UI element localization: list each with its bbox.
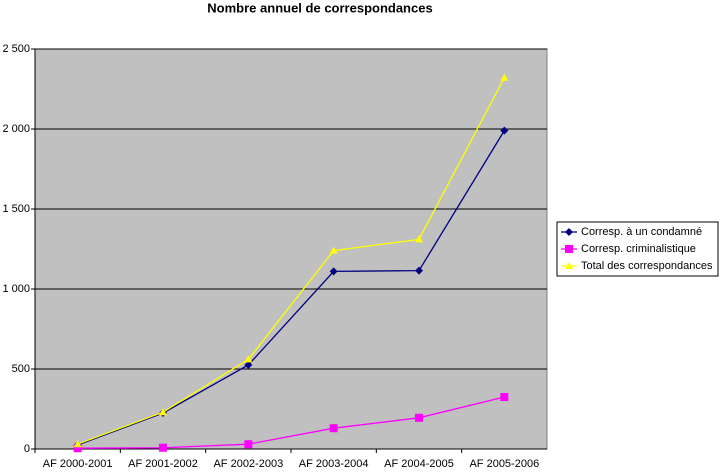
plot-area xyxy=(34,48,548,450)
series-line xyxy=(77,396,505,449)
data-point xyxy=(329,424,338,433)
chart-title: Nombre annuel de correspondances xyxy=(207,0,432,15)
series-line xyxy=(77,77,505,445)
data-point xyxy=(159,408,167,416)
data-point xyxy=(244,361,253,369)
y-tick-label: 1 500 xyxy=(2,203,30,215)
x-tick-label: AF 2001-2002 xyxy=(128,458,198,470)
x-tick-label: AF 2000-2001 xyxy=(43,458,113,470)
y-tick-label: 2 000 xyxy=(2,123,30,135)
legend-marker xyxy=(565,262,573,269)
y-tick-label: 0 xyxy=(24,443,30,455)
data-point xyxy=(159,443,167,452)
data-point xyxy=(73,440,82,448)
legend-label: Corresp. criminalistique xyxy=(581,243,696,255)
series-line xyxy=(77,130,505,446)
legend-label: Corresp. à un condamné xyxy=(581,226,702,238)
data-point xyxy=(73,444,82,453)
data-point xyxy=(244,440,253,449)
y-tick-label: 2 500 xyxy=(2,43,30,55)
x-tick-label: AF 2002-2003 xyxy=(213,458,283,470)
data-point xyxy=(500,73,509,81)
data-point xyxy=(329,267,338,276)
x-tick-label: AF 2003-2004 xyxy=(299,458,369,470)
y-tick-label: 1 000 xyxy=(2,283,30,295)
legend-marker xyxy=(565,245,573,253)
data-point xyxy=(329,246,338,254)
legend-label: Total des correspondances xyxy=(581,260,713,272)
x-tick-label: AF 2005-2006 xyxy=(469,458,539,470)
y-tick-label: 500 xyxy=(12,363,30,375)
data-point xyxy=(415,235,423,243)
data-point xyxy=(415,266,423,275)
data-point xyxy=(244,355,253,363)
data-point xyxy=(500,393,509,401)
legend-marker xyxy=(565,228,573,236)
legend-box xyxy=(556,221,719,277)
data-point xyxy=(415,413,423,422)
x-tick-label: AF 2004-2005 xyxy=(384,458,454,470)
data-point xyxy=(500,126,509,135)
